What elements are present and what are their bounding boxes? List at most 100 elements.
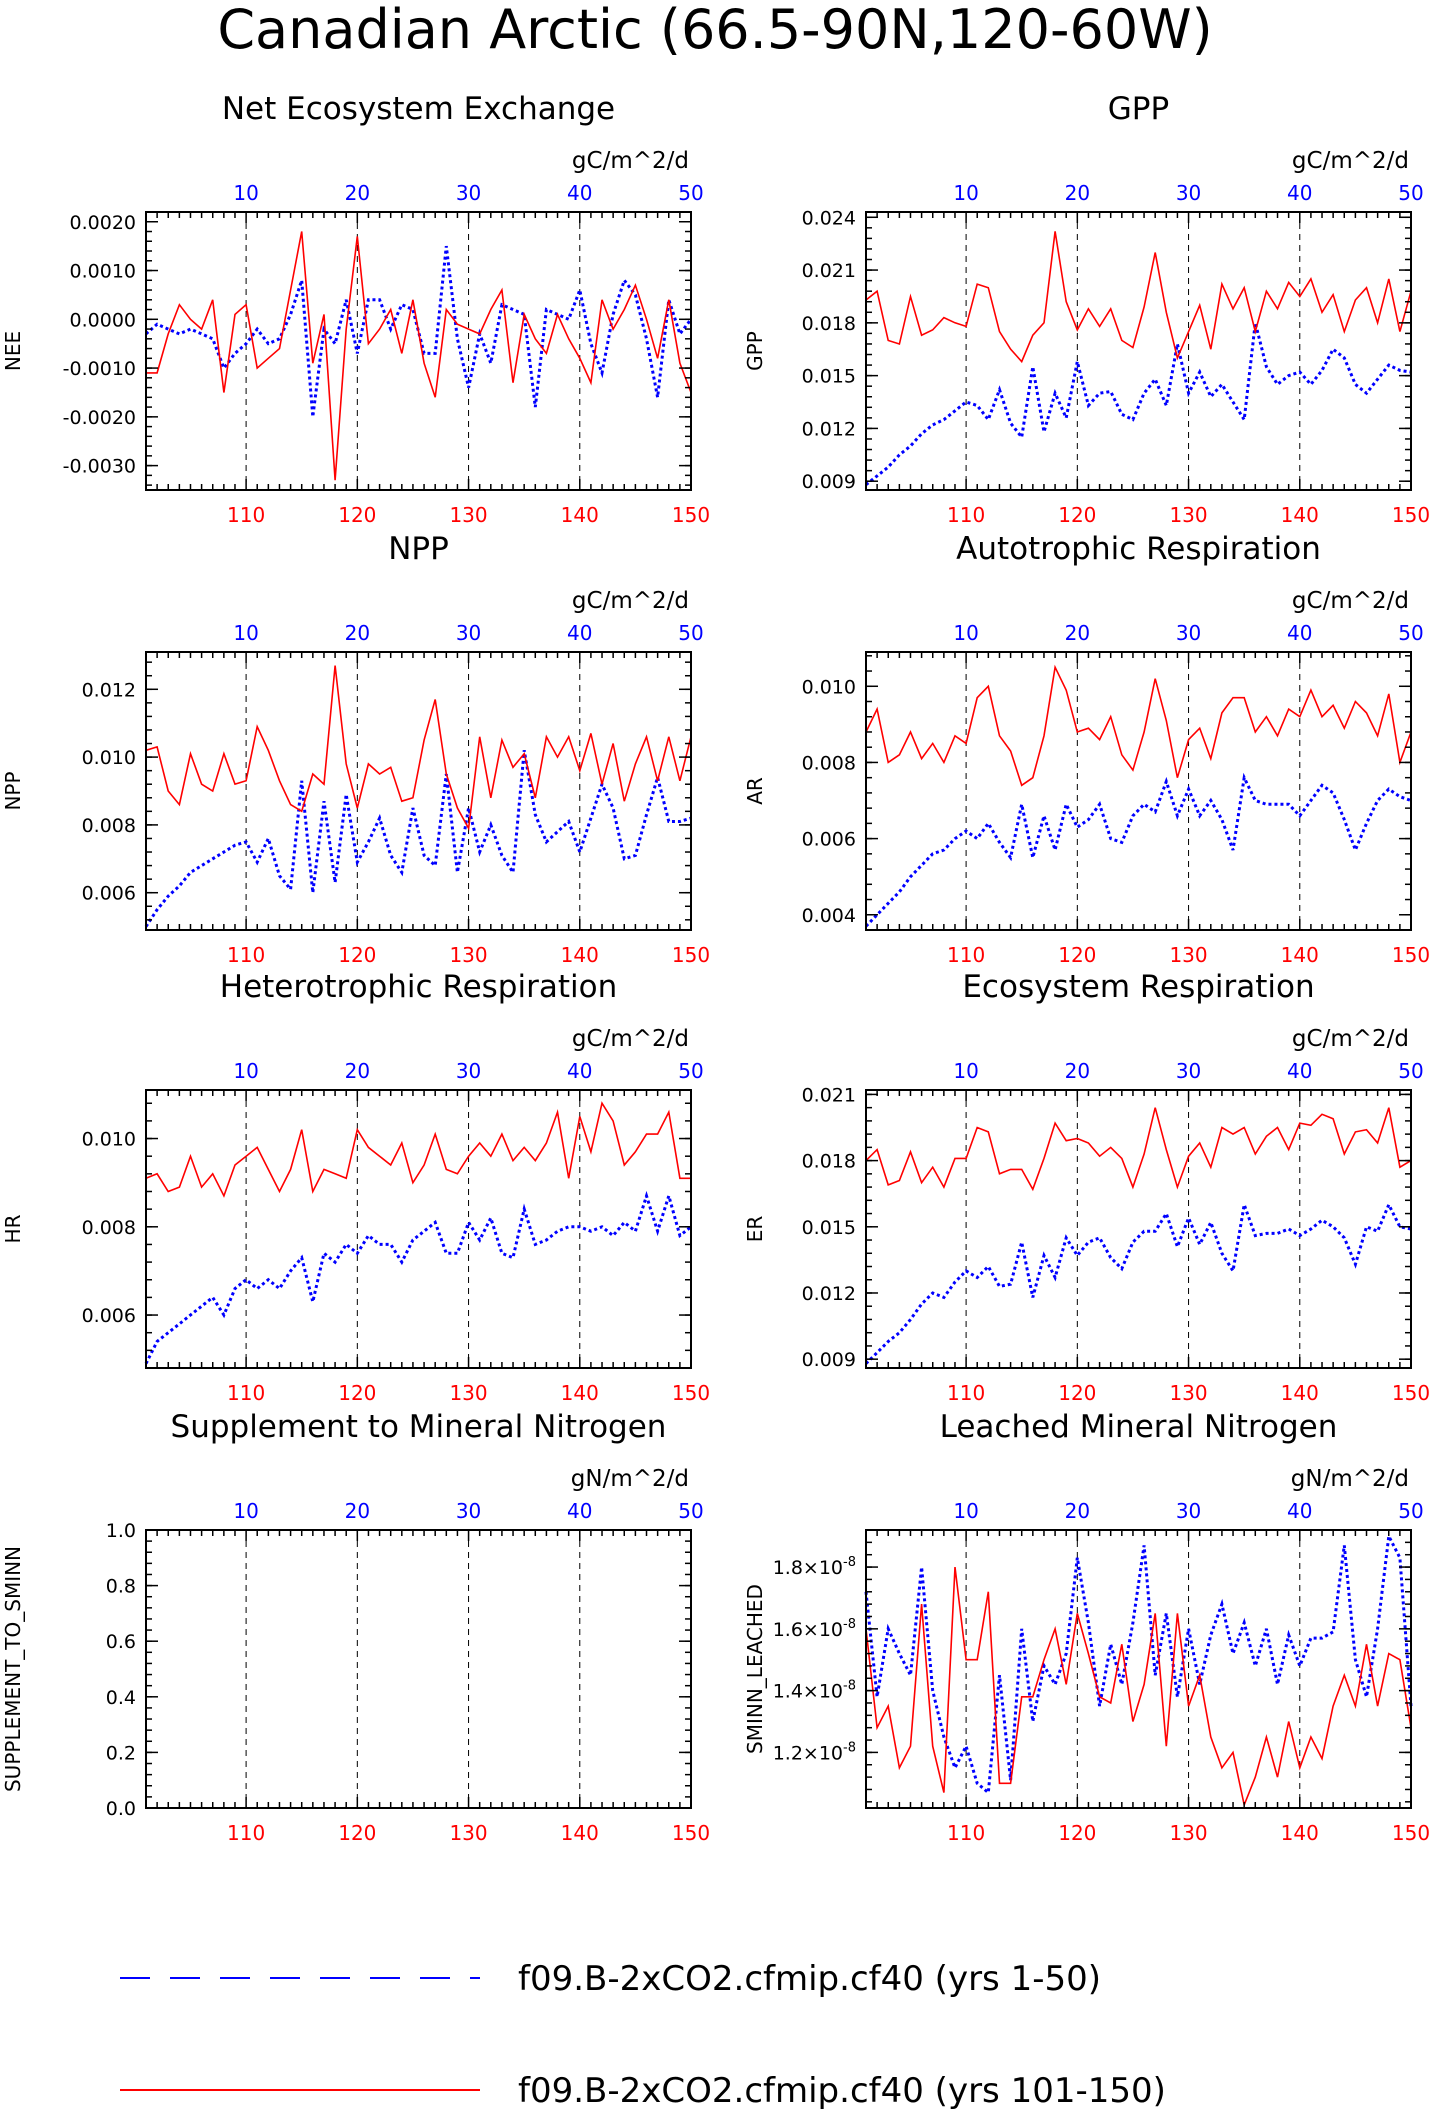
chart-panel-8: Leached Mineral Nitrogen gN/m^2/d 10 20 30 40… bbox=[743, 1409, 1430, 1845]
x-top-tick-label: 50 bbox=[1398, 181, 1423, 205]
x-top-tick-label: 50 bbox=[678, 621, 703, 645]
series-line-years-1-50 bbox=[864, 1198, 1412, 1365]
panel-title: Ecosystem Respiration bbox=[962, 969, 1314, 1005]
x-bottom-tick-label: 150 bbox=[672, 943, 710, 967]
x-bottom-tick-label: 110 bbox=[227, 1821, 265, 1845]
x-top-tick-label: 30 bbox=[456, 1059, 481, 1083]
chart-panel-2: GPP gC/m^2/d 10 20 30 40 50 110 120 130 140 150 0.00… bbox=[743, 91, 1430, 527]
y-tick-label: 0.015 bbox=[802, 1217, 856, 1239]
panel-title: NPP bbox=[388, 531, 449, 567]
x-bottom-tick-label: 130 bbox=[449, 1821, 487, 1845]
y-tick-label: 0.4 bbox=[106, 1687, 136, 1709]
y-axis-label: SMINN_LEACHED bbox=[743, 1584, 767, 1754]
y-tick-label: 0.008 bbox=[82, 815, 136, 837]
x-top-tick-label: 20 bbox=[345, 621, 370, 645]
y-tick-label: 0.018 bbox=[802, 1151, 856, 1173]
x-top-tick-label: 30 bbox=[1176, 1059, 1201, 1083]
x-bottom-tick-label: 140 bbox=[1281, 1821, 1319, 1845]
x-bottom-tick-label: 110 bbox=[947, 943, 985, 967]
units-label: gC/m^2/d bbox=[572, 1026, 689, 1052]
y-tick-label: 0.0020 bbox=[70, 212, 136, 234]
x-bottom-tick-label: 150 bbox=[672, 503, 710, 527]
x-top-tick-label: 10 bbox=[233, 181, 258, 205]
x-bottom-tick-label: 110 bbox=[947, 1381, 985, 1405]
x-top-tick-label: 40 bbox=[567, 181, 592, 205]
x-bottom-tick-label: 140 bbox=[1281, 1381, 1319, 1405]
x-bottom-tick-label: 150 bbox=[1392, 1821, 1430, 1845]
x-bottom-tick-label: 150 bbox=[1392, 943, 1430, 967]
y-tick-label: 1.2×10-8 bbox=[773, 1740, 856, 1764]
x-bottom-tick-label: 120 bbox=[1058, 1381, 1096, 1405]
x-top-tick-label: 30 bbox=[456, 621, 481, 645]
legend: f09.B-2xCO2.cfmip.cf40 (yrs 1-50) f09.B-… bbox=[120, 1959, 1166, 2111]
x-top-tick-label: 50 bbox=[1398, 621, 1423, 645]
x-bottom-tick-label: 140 bbox=[561, 1821, 599, 1845]
x-top-tick-label: 40 bbox=[567, 1059, 592, 1083]
plot-frame bbox=[145, 1529, 692, 1809]
y-tick-label: 0.024 bbox=[802, 207, 856, 229]
y-tick-label: 0.021 bbox=[802, 260, 856, 282]
x-top-tick-label: 20 bbox=[345, 1059, 370, 1083]
series-line-years-1-50 bbox=[864, 1531, 1413, 1796]
series-line-years-101-150 bbox=[865, 1567, 1412, 1808]
y-tick-label: 1.8×10-8 bbox=[773, 1555, 856, 1579]
x-bottom-tick-label: 110 bbox=[227, 943, 265, 967]
y-tick-label: -0.0030 bbox=[63, 456, 136, 478]
chart-panel-1: Net Ecosystem Exchange gC/m^2/d 10 20 30 40 50… bbox=[1, 91, 710, 527]
series-line-years-101-150 bbox=[146, 231, 692, 481]
y-tick-label: 0.009 bbox=[802, 1349, 856, 1371]
y-tick-label: 0.004 bbox=[802, 905, 856, 927]
x-bottom-tick-label: 130 bbox=[449, 1381, 487, 1405]
x-bottom-tick-label: 110 bbox=[947, 503, 985, 527]
y-tick-label: 0.012 bbox=[802, 1283, 856, 1305]
y-tick-label: 0.8 bbox=[106, 1576, 136, 1598]
y-axis-label: HR bbox=[1, 1214, 25, 1243]
y-tick-label: 1.6×10-8 bbox=[773, 1617, 856, 1641]
x-bottom-tick-label: 120 bbox=[338, 943, 376, 967]
x-bottom-tick-label: 130 bbox=[1169, 1381, 1207, 1405]
x-bottom-tick-label: 130 bbox=[449, 943, 487, 967]
panel-title: Leached Mineral Nitrogen bbox=[940, 1409, 1338, 1445]
y-tick-label: 0.010 bbox=[802, 676, 856, 698]
x-bottom-tick-label: 120 bbox=[338, 503, 376, 527]
x-top-tick-label: 30 bbox=[456, 1499, 481, 1523]
y-tick-label: 0.0010 bbox=[70, 261, 136, 283]
x-top-tick-label: 10 bbox=[233, 621, 258, 645]
x-bottom-tick-label: 120 bbox=[338, 1381, 376, 1405]
series-line-years-1-50 bbox=[144, 1190, 692, 1365]
x-top-tick-label: 50 bbox=[678, 1499, 703, 1523]
y-tick-label: 0.006 bbox=[82, 1305, 136, 1327]
x-top-tick-label: 10 bbox=[953, 1499, 978, 1523]
x-top-tick-label: 40 bbox=[1287, 181, 1312, 205]
plot-frame bbox=[865, 211, 1412, 491]
x-top-tick-label: 50 bbox=[678, 1059, 703, 1083]
x-bottom-tick-label: 130 bbox=[1169, 943, 1207, 967]
x-bottom-tick-label: 110 bbox=[947, 1821, 985, 1845]
y-axis-label: NPP bbox=[1, 771, 25, 810]
y-tick-label: 0.008 bbox=[82, 1217, 136, 1239]
y-tick-label: 0.008 bbox=[802, 752, 856, 774]
x-bottom-tick-label: 130 bbox=[449, 503, 487, 527]
series-line-years-1-50 bbox=[145, 245, 693, 417]
x-top-tick-label: 20 bbox=[1065, 621, 1090, 645]
y-axis-label: SUPPLEMENT_TO_SMINN bbox=[1, 1546, 25, 1792]
legend-label-red: f09.B-2xCO2.cfmip.cf40 (yrs 101-150) bbox=[518, 2071, 1166, 2111]
x-bottom-tick-label: 150 bbox=[1392, 503, 1430, 527]
panel-title: Heterotrophic Respiration bbox=[220, 969, 617, 1005]
panel-title: Supplement to Mineral Nitrogen bbox=[171, 1409, 667, 1445]
chart-panel-7: Supplement to Mineral Nitrogen gN/m^2/d 10… bbox=[1, 1409, 710, 1845]
plot-frame bbox=[145, 1089, 692, 1369]
plot-frame bbox=[145, 651, 692, 931]
y-tick-label: 0.0 bbox=[106, 1798, 136, 1820]
x-bottom-tick-label: 130 bbox=[1169, 1821, 1207, 1845]
x-top-tick-label: 40 bbox=[1287, 621, 1312, 645]
x-bottom-tick-label: 150 bbox=[1392, 1381, 1430, 1405]
x-bottom-tick-label: 150 bbox=[672, 1381, 710, 1405]
x-top-tick-label: 40 bbox=[567, 1499, 592, 1523]
units-label: gC/m^2/d bbox=[1292, 148, 1409, 174]
y-tick-label: 0.006 bbox=[802, 829, 856, 851]
units-label: gN/m^2/d bbox=[1291, 1466, 1409, 1492]
x-top-tick-label: 30 bbox=[456, 181, 481, 205]
x-bottom-tick-label: 110 bbox=[227, 503, 265, 527]
y-tick-label: 0.009 bbox=[802, 471, 856, 493]
